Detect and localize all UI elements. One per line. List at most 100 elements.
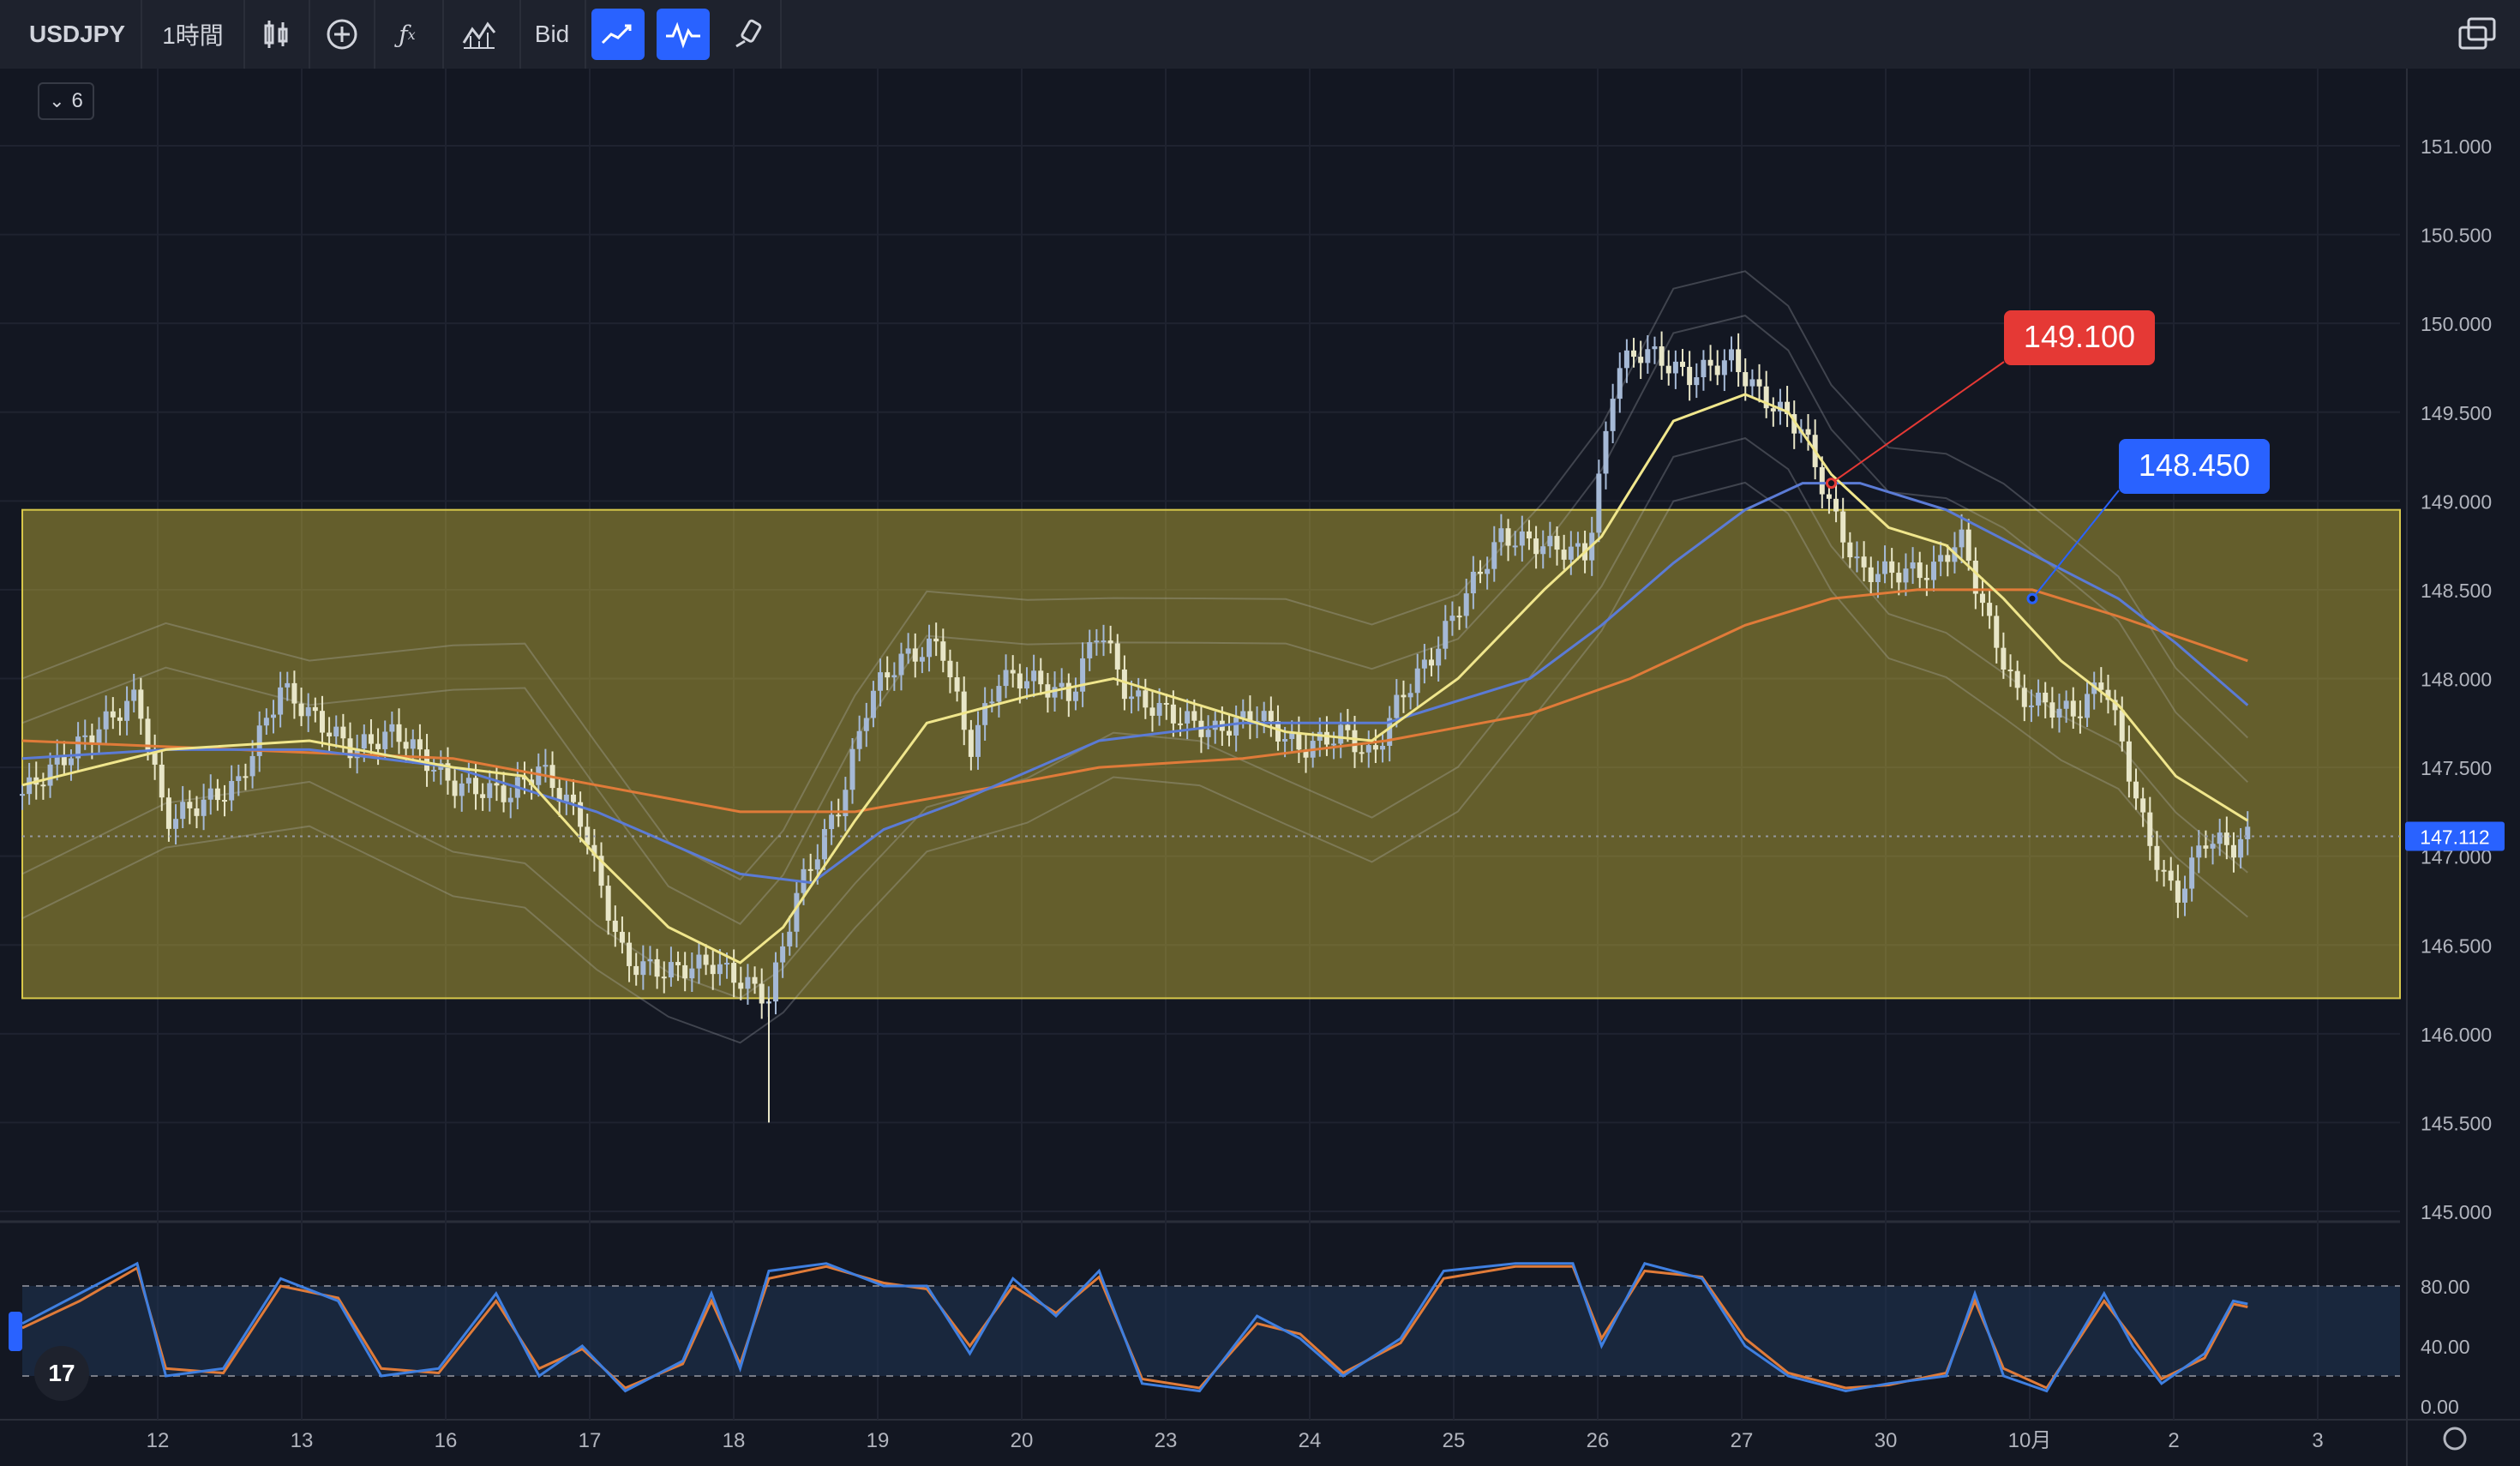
candle-down: [2154, 845, 2160, 870]
candle-down: [1323, 731, 1329, 745]
time-tick-label: 23: [1155, 1429, 1178, 1452]
candle-down: [521, 777, 527, 780]
candle-up: [1282, 738, 1288, 742]
candle-up: [1156, 702, 1162, 716]
candle-down: [2119, 710, 2125, 742]
candle-down: [1345, 724, 1351, 730]
candle-down: [1121, 669, 1127, 700]
candle-up: [982, 703, 988, 725]
time-tick-label: 10月: [2008, 1429, 2052, 1452]
time-tick-label: 16: [435, 1429, 458, 1452]
candle-up: [285, 682, 291, 688]
side-panel-toggle[interactable]: [9, 1312, 22, 1351]
time-tick-label: 3: [2312, 1429, 2323, 1452]
candle-up: [1931, 562, 1937, 580]
candle-down: [1714, 365, 1720, 376]
candle-down: [403, 742, 409, 749]
time-tick-label: 30: [1875, 1429, 1898, 1452]
candle-down: [2230, 844, 2236, 858]
candle-down: [1840, 511, 1846, 543]
annotation-anchor: [1826, 478, 1837, 490]
candle-down: [1868, 567, 1874, 583]
candle-down: [1923, 578, 1929, 580]
price-tick-label: 151.000: [2421, 135, 2492, 158]
candle-down: [1917, 562, 1923, 579]
candle-up: [1645, 349, 1651, 363]
candle-up: [47, 764, 53, 786]
interval-button[interactable]: 1時間: [162, 22, 224, 49]
candle-down: [1149, 707, 1155, 716]
candle-down: [807, 868, 813, 871]
candle-down: [1756, 379, 1762, 387]
candle-down: [2161, 869, 2167, 872]
candle-down: [2043, 692, 2049, 703]
candle-down: [1247, 711, 1253, 724]
candle-up: [1540, 546, 1546, 555]
candle-down: [731, 963, 737, 983]
candle-up: [103, 711, 109, 730]
candle-up: [305, 706, 311, 717]
candle-down: [1533, 538, 1539, 555]
range-rectangle: [21, 508, 2401, 1000]
candle-down: [291, 682, 297, 704]
candle-down: [61, 755, 67, 766]
candle-down: [165, 797, 171, 829]
candle-up: [20, 794, 25, 796]
candle-down: [2098, 682, 2104, 690]
candle-down: [954, 677, 960, 692]
chart-area[interactable]: 12 13 16 17 18 19 20 23 24 25 26 27 30 10月 2 3151.00015…: [0, 69, 2520, 1466]
candle-up: [1087, 642, 1093, 658]
candle-down: [1965, 529, 1971, 561]
candle-down: [570, 794, 576, 802]
ma-mid-line: [21, 482, 2249, 885]
templates-icon[interactable]: [451, 9, 507, 60]
candle-down: [682, 964, 688, 979]
candle-up: [1623, 350, 1629, 369]
line-trend-icon[interactable]: [591, 9, 645, 60]
candle-down: [661, 976, 667, 979]
candle-down: [738, 982, 744, 989]
candle-down: [1526, 531, 1532, 539]
candle-up: [2028, 705, 2034, 707]
candle-up: [1407, 693, 1413, 698]
candle-down: [885, 672, 891, 678]
candle-down: [327, 732, 333, 736]
candle-up: [1882, 561, 1888, 574]
candle-up: [905, 648, 911, 654]
candle-up: [717, 964, 723, 975]
candle-down: [1631, 350, 1637, 357]
candle-up: [1959, 529, 1965, 548]
candle-down: [675, 962, 681, 965]
candle-down: [2133, 781, 2139, 799]
candle-down: [1178, 723, 1184, 725]
candles-icon[interactable]: [250, 9, 302, 60]
candle-up: [2182, 888, 2188, 903]
candle-down: [452, 780, 458, 796]
candle-up: [1072, 691, 1078, 701]
pulse-icon[interactable]: [657, 9, 710, 60]
price-type-button[interactable]: Bid: [534, 21, 570, 47]
candle-up: [1380, 745, 1386, 750]
price-tick-label: 146.500: [2421, 934, 2492, 957]
stoch-d-line: [21, 1265, 2248, 1390]
candle-down: [1554, 536, 1560, 550]
symbol-button[interactable]: USDJPY: [28, 21, 126, 47]
brush-icon[interactable]: [722, 9, 775, 60]
add-compare-icon[interactable]: [314, 9, 370, 60]
candle-down: [2077, 716, 2083, 718]
candle-up: [68, 758, 74, 766]
toolbar-divider: [519, 0, 521, 69]
candle-up: [772, 962, 778, 1002]
legend-toggle-button[interactable]: ⌄ 6: [38, 82, 94, 120]
candle-down: [243, 776, 249, 778]
fullscreen-icon[interactable]: [2451, 9, 2503, 60]
candle-down: [1561, 550, 1567, 560]
candle-up: [870, 690, 876, 718]
candle-up: [1575, 543, 1581, 547]
price-tick-label: 149.000: [2421, 490, 2492, 513]
candle-down: [2223, 832, 2229, 845]
candle-down: [1665, 365, 1671, 374]
candle-down: [703, 954, 709, 965]
candle-up: [1443, 621, 1449, 649]
